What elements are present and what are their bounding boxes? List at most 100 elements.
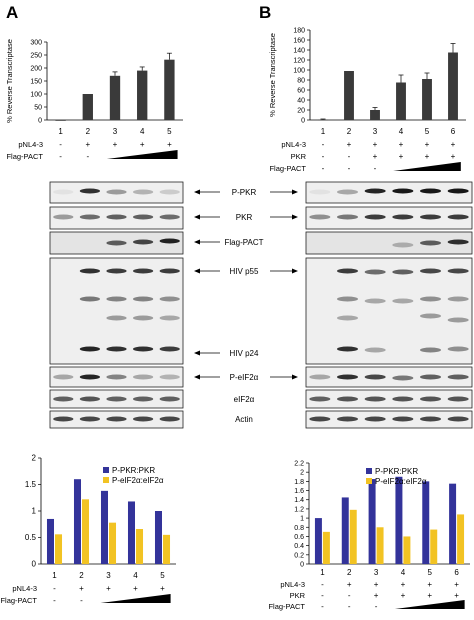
blot-label: PKR: [236, 213, 253, 222]
gel-b-band: [392, 375, 414, 381]
gel-a-band: [53, 214, 74, 220]
gel-a-band: [106, 346, 127, 352]
rt-chart-a-bar: [109, 75, 121, 120]
quant-b-legend-swatch: [366, 468, 372, 474]
rt-a-mark: +: [85, 140, 90, 149]
quant-a-mark: -: [80, 596, 83, 605]
gel-b-band: [447, 188, 469, 194]
quant-a-bar-peif2a: [109, 522, 117, 564]
rt-chart-a-ytick-label: 150: [30, 79, 42, 86]
rt-b-row-label: Flag-PACT: [269, 164, 306, 173]
gel-a-band: [79, 416, 101, 422]
quant-b-bar-ppkr: [422, 481, 430, 564]
quant-a-row-label: pNL4-3: [12, 584, 37, 593]
panel-label-a: A: [6, 3, 18, 22]
gel-b-blot-strip: [305, 231, 473, 255]
left-arrow-head: [194, 268, 200, 274]
quant-b-ytick-label: 0.2: [294, 552, 304, 559]
rt-a-mark: -: [59, 140, 62, 149]
quant-b-bar-peif2a: [349, 509, 357, 564]
gel-a-band: [106, 240, 127, 246]
gel-b-band: [392, 396, 414, 402]
quant-b-bar-ppkr: [314, 518, 322, 564]
rt-b-mark: +: [425, 140, 430, 149]
quant-a-legend-label: P-PKR:PKR: [112, 466, 155, 475]
quant-b-lane-number: 2: [347, 568, 352, 577]
rt-chart-a-bar: [55, 120, 66, 121]
quant-a-lane-number: 1: [52, 571, 57, 580]
rt-chart-b-ytick-label: 80: [297, 78, 305, 85]
rt-chart-a-ytick-label: 0: [38, 118, 42, 125]
blot-label: HIV p24: [230, 349, 259, 358]
quant-b-row-label: Flag-PACT: [268, 602, 305, 611]
quant-b-lane-number: 1: [320, 568, 325, 577]
rt-chart-b-ytick-label: 180: [293, 28, 305, 35]
quant-b-bar-peif2a: [322, 531, 330, 564]
gel-a-band: [132, 346, 154, 352]
rt-chart-b-ytick-label: 20: [297, 108, 305, 115]
gel-a-band: [132, 374, 154, 380]
gel-b-band: [447, 396, 469, 402]
gel-a-band: [79, 214, 101, 220]
gel-a-band: [132, 239, 154, 245]
gel-b-band: [336, 268, 359, 274]
gel-a-band: [132, 214, 154, 220]
gel-a-band: [106, 416, 127, 422]
gel-b-band: [364, 396, 386, 402]
gel-a-band: [53, 416, 74, 422]
quant-b-bar-peif2a: [430, 529, 438, 564]
gel-b-band: [364, 374, 386, 380]
gel-b-band: [364, 298, 386, 304]
rt-b-mark: -: [322, 164, 325, 173]
blot-label: eIF2α: [234, 395, 255, 404]
gel-b-band: [309, 396, 331, 402]
quant-b-mark: -: [348, 591, 351, 600]
quant-a-bar-ppkr: [73, 479, 81, 564]
gel-b-band: [419, 396, 442, 402]
quant-b-mark: +: [374, 591, 379, 600]
gel-b-band: [309, 374, 331, 380]
gel-a-blot-strip: [49, 257, 184, 365]
quant-b-mark: +: [454, 591, 459, 600]
gel-a-band: [79, 396, 101, 402]
rt-b-mark: +: [451, 152, 456, 161]
gel-b-band: [309, 214, 331, 220]
gel-a-band: [79, 188, 101, 194]
gel-a-band: [132, 315, 154, 321]
gel-b-band: [419, 188, 442, 194]
gel-b-band: [392, 214, 414, 220]
quant-b-legend-swatch: [366, 478, 372, 484]
quant-b-bar-peif2a: [376, 527, 384, 564]
gel-b-band: [364, 214, 386, 220]
quant-b-ytick-label: 0.4: [294, 543, 304, 550]
quant-b-ytick-label: 2.2: [294, 461, 304, 468]
rt-b-mark: +: [373, 140, 378, 149]
rt-chart-b-y-axis-title: % Reverse Transcriptase: [268, 33, 277, 117]
rt-chart-b-bar: [422, 79, 432, 120]
rt-chart-a-ytick-label: 250: [30, 53, 42, 60]
rt-b-lane-number: 6: [451, 127, 456, 136]
rt-chart-b-ytick-label: 120: [293, 58, 305, 65]
quant-a-bar-peif2a: [163, 534, 171, 564]
quant-b-ytick-label: 1.4: [294, 497, 304, 504]
rt-chart-a-ytick-label: 100: [30, 92, 42, 99]
gel-a-band: [106, 296, 127, 302]
quant-a-mark: +: [133, 584, 138, 593]
quant-b-mark: -: [375, 602, 378, 611]
gel-a-band: [159, 396, 180, 402]
gel-b-blot-strip: [305, 410, 473, 429]
quant-a-bar-peif2a: [136, 529, 144, 564]
quant-a-bar-ppkr: [100, 490, 108, 564]
quant-b-mark: -: [321, 580, 324, 589]
gel-a-band: [106, 214, 127, 220]
rt-b-gradient-wedge: [393, 162, 461, 171]
gel-a-band: [159, 346, 180, 352]
quant-b-bar-ppkr: [395, 476, 403, 564]
gel-a-band: [132, 268, 154, 274]
gel-a-band: [132, 296, 154, 302]
blot-label: HIV p55: [230, 267, 259, 276]
quant-a-legend-swatch: [103, 467, 109, 473]
quant-b-mark: -: [321, 591, 324, 600]
gel-a-band: [159, 189, 180, 195]
rt-chart-a-ytick-label: 300: [30, 40, 42, 47]
